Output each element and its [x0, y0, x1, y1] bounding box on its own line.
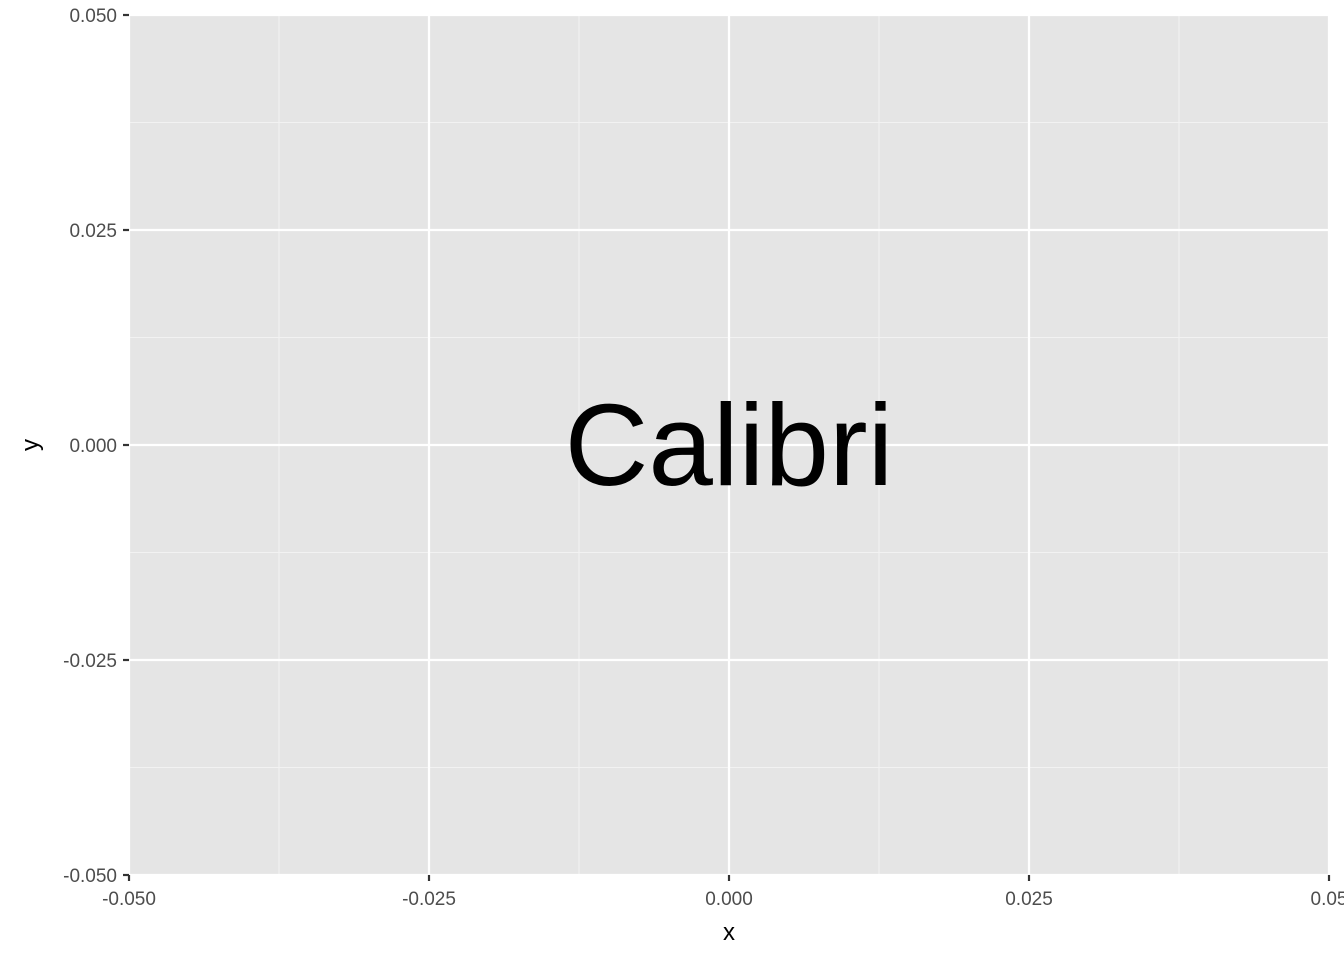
x-tick-label: 0.05 — [1311, 889, 1344, 910]
x-tick-label: -0.050 — [102, 889, 156, 910]
x-axis-title: x — [723, 919, 735, 946]
x-tick-label: 0.000 — [705, 889, 753, 910]
y-tick-label: 0.050 — [69, 6, 117, 27]
y-axis-title: y — [17, 439, 44, 451]
y-tick-label: -0.025 — [63, 651, 117, 672]
annotation-label: Calibri — [565, 380, 894, 510]
y-tick-label: -0.050 — [63, 866, 117, 887]
y-tick-label: 0.025 — [69, 221, 117, 242]
x-tick-label: 0.025 — [1005, 889, 1053, 910]
y-tick-label: 0.000 — [69, 436, 117, 457]
x-tick-label: -0.025 — [402, 889, 456, 910]
x-axis: -0.050 -0.025 0.000 0.025 0.05 — [102, 875, 1344, 910]
y-axis: -0.050 -0.025 0.000 0.025 0.050 — [63, 6, 129, 887]
